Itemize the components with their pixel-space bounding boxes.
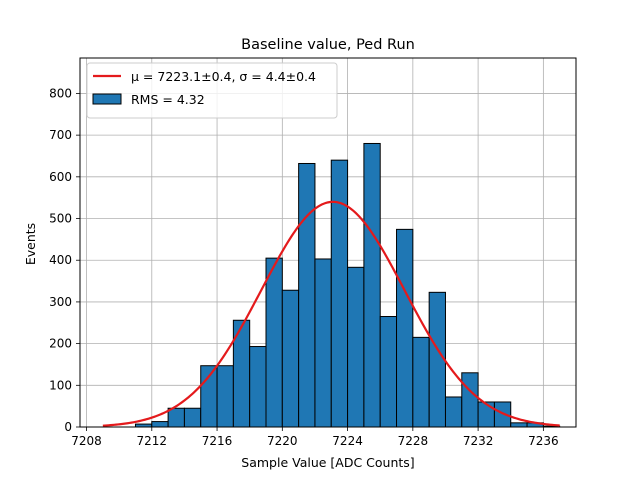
- x-tick-label: 7212: [137, 434, 168, 448]
- x-axis-ticks: 7208 7212 7216 7220 7224 7228 7232 7236: [71, 427, 559, 448]
- y-tick-label: 200: [49, 337, 72, 351]
- y-axis-label: Events: [23, 223, 38, 265]
- y-tick-label: 800: [49, 86, 72, 100]
- y-tick-label: 100: [49, 378, 72, 392]
- x-tick-label: 7232: [463, 434, 494, 448]
- plot-frame: [79, 57, 577, 428]
- histogram-bar: [510, 422, 528, 428]
- y-tick-label: 700: [49, 128, 72, 142]
- x-tick-label: 7216: [202, 434, 233, 448]
- fit-curve: [102, 200, 560, 427]
- legend: μ = 7223.1±0.4, σ = 4.4±0.4 RMS = 4.32: [86, 62, 338, 119]
- histogram-bar: [347, 266, 365, 428]
- histogram-bar: [298, 162, 316, 428]
- fit-curve-layer: [102, 200, 560, 427]
- histogram-bar: [396, 228, 414, 428]
- histogram-bar: [330, 159, 349, 428]
- histogram-bar: [216, 365, 234, 428]
- x-tick-label: 7208: [71, 434, 102, 448]
- x-tick-label: 7228: [398, 434, 429, 448]
- legend-histogram-swatch: [92, 93, 122, 105]
- histogram-bar: [461, 372, 479, 428]
- histogram-bar: [444, 396, 463, 428]
- y-tick-label: 0: [64, 420, 72, 434]
- x-axis-label: Sample Value [ADC Counts]: [241, 455, 414, 470]
- histogram-bar: [265, 257, 283, 428]
- histogram-bar: [363, 142, 381, 428]
- y-tick-label: 400: [49, 253, 72, 267]
- histogram-bar: [249, 346, 267, 428]
- legend-fit-label: μ = 7223.1±0.4, σ = 4.4±0.4: [131, 69, 316, 84]
- histogram-bar: [151, 421, 169, 428]
- y-tick-label: 600: [49, 170, 72, 184]
- histogram-bar: [281, 289, 300, 428]
- x-tick-label: 7236: [528, 434, 559, 448]
- histogram-bar: [314, 258, 332, 428]
- histogram-bars: [134, 142, 561, 428]
- histogram-bar: [379, 316, 398, 428]
- chart-title: Baseline value, Ped Run: [241, 37, 415, 53]
- histogram-bar: [183, 407, 202, 428]
- histogram-bar: [167, 407, 185, 428]
- histogram-bar: [412, 336, 430, 428]
- y-tick-label: 300: [49, 295, 72, 309]
- x-tick-label: 7224: [332, 434, 363, 448]
- y-tick-label: 500: [49, 212, 72, 226]
- y-axis-ticks: 0 100 200 300 400 500 600 700 800: [49, 86, 80, 434]
- x-tick-label: 7220: [267, 434, 298, 448]
- histogram-bar: [477, 401, 495, 428]
- legend-box: [86, 62, 338, 119]
- histogram-bar: [428, 291, 446, 428]
- legend-histogram-label: RMS = 4.32: [131, 92, 205, 107]
